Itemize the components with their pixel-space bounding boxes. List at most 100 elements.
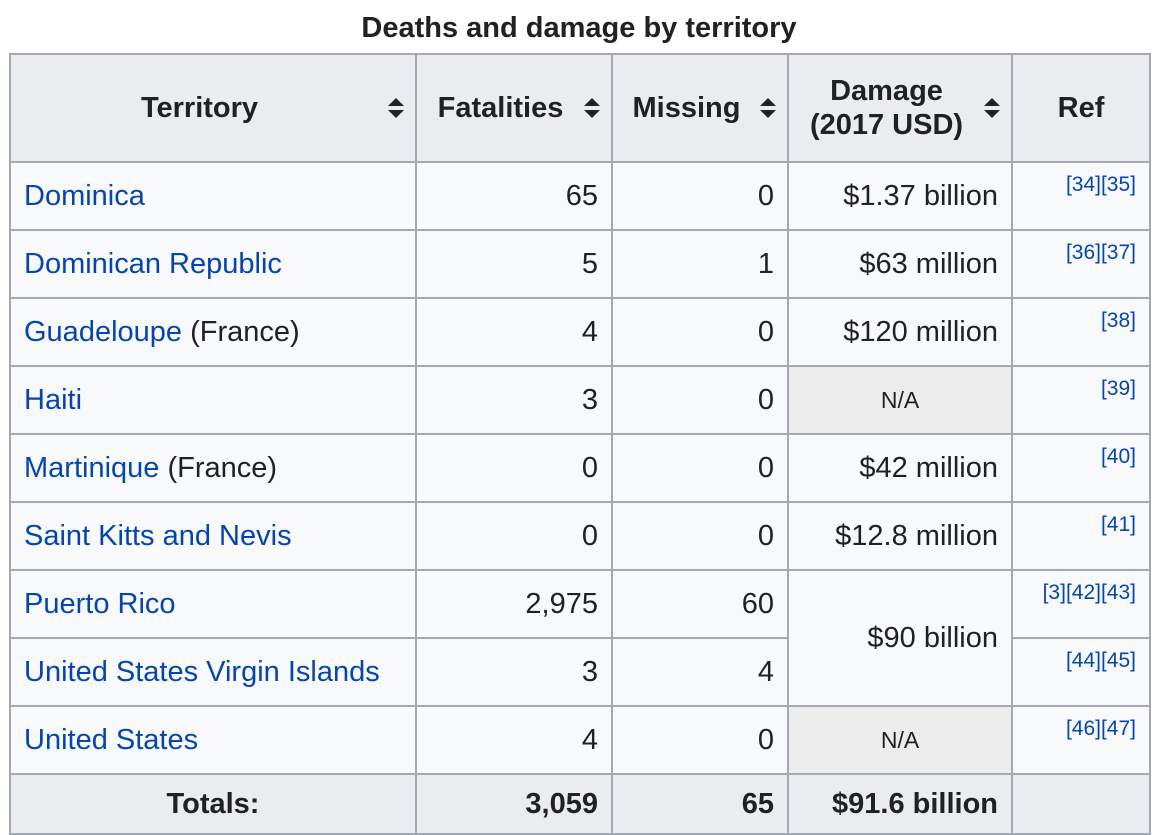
territory-link[interactable]: Saint Kitts and Nevis xyxy=(24,520,292,552)
fatalities-cell: 65 xyxy=(415,161,613,231)
column-header-label: (2017 USD) xyxy=(809,109,964,141)
column-header-territory[interactable]: Territory xyxy=(9,53,417,163)
totals-damage: $91.6 billion xyxy=(787,773,1013,835)
territory-link[interactable]: Guadeloupe xyxy=(24,316,183,348)
ref-cell: [38] xyxy=(1011,297,1151,367)
citation-link[interactable]: [42] xyxy=(1065,581,1101,604)
territory-cell: Martinique (France) xyxy=(9,433,417,503)
territory-note: (France) xyxy=(159,452,278,484)
sort-icon[interactable] xyxy=(583,96,601,120)
territory-link[interactable]: Puerto Rico xyxy=(24,588,176,620)
column-header-fatalities[interactable]: Fatalities xyxy=(415,53,613,163)
table-row: Dominica 65 0 $1.37 billion [34][35] xyxy=(9,161,1151,231)
table-row: United States 4 0 N/A [46][47] xyxy=(9,705,1151,775)
missing-cell: 0 xyxy=(611,365,789,435)
deaths-damage-table: Territory Fatalities Missing Damage (201… xyxy=(9,53,1151,835)
fatalities-cell: 5 xyxy=(415,229,613,299)
ref-cell: [40] xyxy=(1011,433,1151,503)
missing-cell: 0 xyxy=(611,161,789,231)
missing-cell: 0 xyxy=(611,705,789,775)
citation-link[interactable]: [45] xyxy=(1100,649,1136,672)
missing-cell: 1 xyxy=(611,229,789,299)
table-row: Haiti 3 0 N/A [39] xyxy=(9,365,1151,435)
table-row: Saint Kitts and Nevis 0 0 $12.8 million … xyxy=(9,501,1151,571)
missing-cell: 4 xyxy=(611,637,789,707)
sort-icon[interactable] xyxy=(759,96,777,120)
damage-na-cell: N/A xyxy=(787,365,1013,435)
totals-row: Totals: 3,059 65 $91.6 billion xyxy=(9,773,1151,835)
citation-link[interactable]: [44] xyxy=(1065,649,1101,672)
citation-link[interactable]: [46] xyxy=(1065,717,1101,740)
ref-cell: [41] xyxy=(1011,501,1151,571)
damage-cell: $120 million xyxy=(787,297,1013,367)
column-header-label: Missing xyxy=(632,92,741,124)
totals-missing: 65 xyxy=(611,773,789,835)
citation-link[interactable]: [39] xyxy=(1100,377,1136,400)
citation-link[interactable]: [36] xyxy=(1065,241,1101,264)
territory-link[interactable]: Haiti xyxy=(24,384,83,416)
table-row: Dominican Republic 5 1 $63 million [36][… xyxy=(9,229,1151,299)
table-row: Guadeloupe (France) 4 0 $120 million [38… xyxy=(9,297,1151,367)
citation-link[interactable]: [34] xyxy=(1065,173,1101,196)
citation-link[interactable]: [3] xyxy=(1042,581,1066,604)
damage-cell: $1.37 billion xyxy=(787,161,1013,231)
citation-link[interactable]: [43] xyxy=(1100,581,1136,604)
table-caption: Deaths and damage by territory xyxy=(361,12,797,44)
table-row: Puerto Rico 2,975 60 $90 billion [3][42]… xyxy=(9,569,1151,707)
territory-cell: Puerto Rico xyxy=(9,569,417,639)
ref-cell: [39] xyxy=(1011,365,1151,435)
territory-note: (France) xyxy=(182,316,300,348)
header-row: Territory Fatalities Missing Damage (201… xyxy=(9,53,1151,163)
column-header-label: Ref xyxy=(1057,92,1105,124)
damage-cell: $12.8 million xyxy=(787,501,1013,571)
table-row: United States Virgin Islands 3 4 [44][45… xyxy=(9,637,1151,707)
territory-link[interactable]: Dominican Republic xyxy=(24,248,282,280)
citation-link[interactable]: [35] xyxy=(1100,173,1136,196)
column-header-label: Territory xyxy=(140,92,259,124)
fatalities-cell: 0 xyxy=(415,433,613,503)
territory-link[interactable]: United States xyxy=(24,724,199,756)
ref-cell: [3][42][43] xyxy=(1011,569,1151,639)
damage-cell: $63 million xyxy=(787,229,1013,299)
damage-cell: $90 billion xyxy=(787,569,1013,707)
missing-cell: 0 xyxy=(611,501,789,571)
fatalities-cell: 4 xyxy=(415,705,613,775)
totals-fatalities: 3,059 xyxy=(415,773,613,835)
fatalities-cell: 0 xyxy=(415,501,613,571)
citation-link[interactable]: [47] xyxy=(1100,717,1136,740)
territory-link[interactable]: Martinique xyxy=(24,452,160,484)
column-header-damage[interactable]: Damage (2017 USD) xyxy=(787,53,1013,163)
missing-cell: 0 xyxy=(611,297,789,367)
territory-cell: United States Virgin Islands xyxy=(9,637,417,707)
fatalities-cell: 3 xyxy=(415,365,613,435)
citation-link[interactable]: [37] xyxy=(1100,241,1136,264)
damage-cell: $42 million xyxy=(787,433,1013,503)
column-header-label: Fatalities xyxy=(437,92,564,124)
ref-cell: [46][47] xyxy=(1011,705,1151,775)
ref-cell: [36][37] xyxy=(1011,229,1151,299)
territory-cell: United States xyxy=(9,705,417,775)
sort-icon[interactable] xyxy=(387,96,405,120)
ref-cell: [34][35] xyxy=(1011,161,1151,231)
missing-cell: 0 xyxy=(611,433,789,503)
column-header-missing[interactable]: Missing xyxy=(611,53,789,163)
column-header-label: Damage xyxy=(830,75,943,107)
citation-link[interactable]: [41] xyxy=(1100,513,1136,536)
territory-cell: Dominica xyxy=(9,161,417,231)
citation-link[interactable]: [38] xyxy=(1100,309,1136,332)
column-header-ref: Ref xyxy=(1011,53,1151,163)
totals-label: Totals: xyxy=(9,773,417,835)
territory-link[interactable]: Dominica xyxy=(24,180,145,212)
fatalities-cell: 2,975 xyxy=(415,569,613,639)
citation-link[interactable]: [40] xyxy=(1100,445,1136,468)
fatalities-cell: 3 xyxy=(415,637,613,707)
missing-cell: 60 xyxy=(611,569,789,639)
fatalities-cell: 4 xyxy=(415,297,613,367)
sort-icon[interactable] xyxy=(983,96,1001,120)
ref-cell: [44][45] xyxy=(1011,637,1151,707)
territory-link[interactable]: United States Virgin Islands xyxy=(24,656,380,688)
totals-ref-empty xyxy=(1011,773,1151,835)
territory-cell: Haiti xyxy=(9,365,417,435)
territory-cell: Dominican Republic xyxy=(9,229,417,299)
damage-na-cell: N/A xyxy=(787,705,1013,775)
